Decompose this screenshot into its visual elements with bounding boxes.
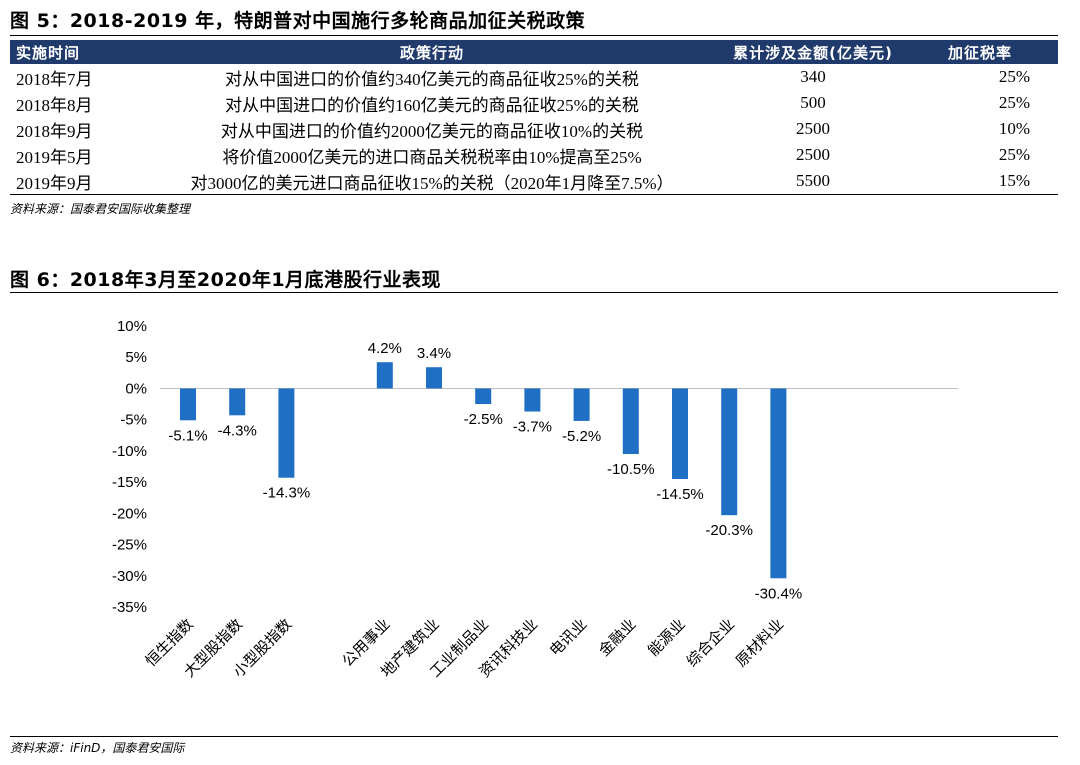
data-label: 4.2% xyxy=(368,340,402,357)
cell-rate: 25% xyxy=(998,93,1030,112)
table-row: 2018年8月 对从中国进口的价值约160亿美元的商品征收25%的关税 500 … xyxy=(10,90,1058,116)
y-tick-label: 0% xyxy=(125,380,147,397)
data-label: -4.3% xyxy=(218,422,257,439)
cell-rate: 10% xyxy=(998,119,1030,138)
data-label: -5.2% xyxy=(562,428,601,445)
header-time: 实施时间 xyxy=(10,40,162,64)
bar xyxy=(278,388,295,478)
data-label: 3.4% xyxy=(417,345,451,362)
cell-amount: 500 xyxy=(800,93,826,112)
y-tick-label: 10% xyxy=(117,318,147,335)
y-tick-label: -10% xyxy=(112,443,147,460)
industry-performance-chart: 10%5%0%-5%-10%-15%-20%-25%-30%-35%-5.1%恒… xyxy=(112,318,958,681)
figure6-title: 图 6：2018年3月至2020年1月底港股行业表现 xyxy=(10,269,442,291)
data-label: -20.3% xyxy=(705,522,753,539)
data-label: -10.5% xyxy=(607,461,655,478)
data-label: -30.4% xyxy=(755,585,803,602)
category-label: 金融业 xyxy=(596,616,640,660)
cell-action: 对从中国进口的价值约160亿美元的商品征收25%的关税 xyxy=(225,95,639,115)
figure5-source: 资料来源：国泰君安国际收集整理 xyxy=(10,202,191,216)
table-row: 2019年5月 将价值2000亿美元的进口商品关税税率由10%提高至25% 25… xyxy=(10,142,1058,168)
y-tick-label: -20% xyxy=(112,505,147,522)
cell-amount: 2500 xyxy=(796,119,830,138)
figure5-title: 图 5：2018-2019 年，特朗普对中国施行多轮商品加征关税政策 xyxy=(10,10,586,32)
bar xyxy=(622,388,639,455)
bottom-rule xyxy=(10,736,1058,737)
cell-rate: 25% xyxy=(998,67,1030,86)
cell-action: 将价值2000亿美元的进口商品关税税率由10%提高至25% xyxy=(222,147,642,167)
figure6-source: 资料来源：iFinD，国泰君安国际 xyxy=(10,741,185,755)
cell-time: 2018年9月 xyxy=(16,121,93,141)
y-tick-label: -25% xyxy=(112,537,147,554)
category-label: 能源业 xyxy=(645,616,689,660)
bar xyxy=(770,388,787,579)
data-label: -5.1% xyxy=(168,427,207,444)
bar xyxy=(376,362,393,389)
cell-action: 对从中国进口的价值约2000亿美元的商品征收10%的关税 xyxy=(220,121,644,141)
header-action: 政策行动 xyxy=(162,40,702,64)
data-label: -2.5% xyxy=(464,411,503,428)
bar xyxy=(229,388,246,416)
cell-rate: 25% xyxy=(998,145,1030,164)
cell-rate: 15% xyxy=(924,168,1058,195)
bar xyxy=(426,367,442,389)
bar xyxy=(573,388,590,421)
y-tick-label: 5% xyxy=(125,349,147,366)
cell-action: 对从中国进口的价值约340亿美元的商品征收25%的关税 xyxy=(225,69,639,89)
header-amount: 累计涉及金额(亿美元) xyxy=(702,40,924,64)
y-tick-label: -5% xyxy=(120,412,147,429)
cell-amount: 2500 xyxy=(796,145,830,164)
bar xyxy=(672,388,688,479)
category-label: 原材料业 xyxy=(733,616,787,670)
table-row: 2019年9月 对3000亿的美元进口商品征收15%的关税（2020年1月降至7… xyxy=(10,168,1058,195)
title-rule xyxy=(10,292,1058,293)
data-label: -14.5% xyxy=(656,486,704,503)
category-label: 综合企业 xyxy=(683,615,738,670)
cell-time: 2018年8月 xyxy=(16,95,93,115)
category-label: 电讯业 xyxy=(547,616,591,660)
cell-action: 对3000亿的美元进口商品征收15%的关税（2020年1月降至7.5%） xyxy=(162,168,702,195)
cell-time: 2018年7月 xyxy=(16,69,93,89)
y-tick-label: -30% xyxy=(112,568,147,585)
y-tick-label: -35% xyxy=(112,599,147,616)
cell-amount: 5500 xyxy=(702,168,924,195)
tariff-table: 实施时间 政策行动 累计涉及金额(亿美元) 加征税率 2018年7月 对从中国进… xyxy=(10,40,1058,195)
bar xyxy=(524,388,541,412)
cell-time: 2019年5月 xyxy=(16,147,93,167)
table-header-row: 实施时间 政策行动 累计涉及金额(亿美元) 加征税率 xyxy=(10,40,1058,64)
cell-time: 2019年9月 xyxy=(10,168,162,195)
title-rule xyxy=(10,35,1058,36)
data-label: -3.7% xyxy=(513,419,552,436)
cell-amount: 340 xyxy=(800,67,826,86)
data-label: -14.3% xyxy=(263,485,311,502)
bar xyxy=(180,388,196,421)
table-row: 2018年7月 对从中国进口的价值约340亿美元的商品征收25%的关税 340 … xyxy=(10,64,1058,90)
header-rate: 加征税率 xyxy=(924,40,1058,64)
table-row: 2018年9月 对从中国进口的价值约2000亿美元的商品征收10%的关税 250… xyxy=(10,116,1058,142)
y-tick-label: -15% xyxy=(112,474,147,491)
bar xyxy=(721,388,738,516)
bar xyxy=(475,388,492,405)
